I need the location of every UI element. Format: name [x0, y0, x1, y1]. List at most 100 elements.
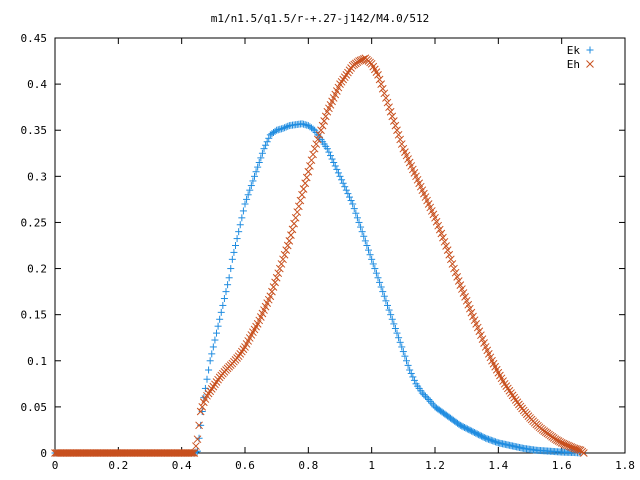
data-point [365, 246, 372, 254]
data-point [386, 107, 395, 116]
data-point [206, 357, 214, 365]
data-point [203, 375, 211, 383]
y-tick-label: 0.45 [21, 32, 48, 45]
data-point [306, 162, 314, 170]
data-point [434, 221, 443, 230]
data-point [325, 148, 333, 156]
data-point [317, 126, 325, 135]
chart-title: m1/n1.5/q1.5/r-+.27-j142/M4.0/512 [211, 12, 430, 25]
data-point [346, 193, 353, 201]
data-point [507, 389, 515, 397]
data-point [338, 176, 346, 184]
data-point [284, 122, 292, 130]
data-point [379, 288, 387, 296]
data-point [508, 391, 517, 400]
data-point [190, 449, 199, 457]
data-point [301, 179, 310, 188]
series-eh [51, 54, 588, 457]
data-point [336, 172, 344, 180]
data-point [224, 281, 232, 289]
data-point [234, 352, 243, 361]
data-point [195, 421, 203, 430]
data-point [227, 265, 235, 273]
data-point [258, 149, 266, 157]
data-point [309, 150, 317, 159]
y-tick-label: 0.4 [27, 78, 47, 91]
data-point [403, 357, 410, 365]
y-tick-label: 0.1 [27, 355, 47, 368]
data-point [333, 165, 341, 173]
data-point [377, 283, 385, 291]
data-point [388, 112, 397, 121]
data-point [206, 387, 215, 396]
data-point [304, 167, 313, 176]
data-point [378, 84, 387, 93]
data-point [287, 231, 295, 239]
data-point [291, 213, 300, 222]
data-point [375, 75, 384, 84]
data-point [422, 392, 429, 400]
data-point [340, 73, 349, 82]
data-point [302, 173, 311, 182]
data-point [500, 379, 509, 388]
data-point [350, 205, 358, 213]
data-point [318, 121, 327, 130]
data-point [391, 325, 399, 332]
data-point [239, 345, 248, 354]
data-point [453, 273, 462, 281]
data-point [275, 264, 284, 273]
data-point [437, 229, 446, 238]
data-point [235, 228, 243, 236]
data-point [274, 269, 283, 278]
data-point [448, 260, 457, 268]
data-point [203, 391, 211, 400]
data-point [393, 329, 401, 337]
y-axis: 0 0.05 0.1 0.15 0.2 0.25 0.3 0.35 0.4 0.45 [21, 32, 625, 460]
data-point [345, 66, 354, 75]
data-point [254, 163, 262, 171]
data-point [266, 292, 275, 301]
data-point [247, 182, 255, 190]
data-point [269, 283, 278, 291]
data-point [352, 209, 360, 217]
data-point [366, 251, 374, 259]
data-point [211, 336, 219, 344]
data-point [431, 213, 439, 222]
x-tick-label: 1.4 [488, 459, 508, 472]
data-point [439, 233, 447, 242]
data-point [478, 335, 487, 343]
data-point [423, 394, 431, 402]
data-point [230, 248, 238, 256]
data-point [342, 186, 350, 194]
data-point [321, 112, 330, 121]
data-point [294, 202, 303, 211]
data-point [579, 449, 588, 457]
x-axis: 0 0.2 0.4 0.6 0.8 1 1.2 1.4 1.6 1.8 [52, 38, 635, 472]
data-point [279, 124, 287, 132]
data-point [260, 145, 268, 153]
data-point [445, 250, 454, 259]
data-point [285, 237, 294, 245]
data-point [243, 195, 251, 203]
data-point [298, 190, 306, 199]
x-tick-label: 1.2 [425, 459, 445, 472]
data-point [288, 225, 297, 234]
plot-border [54, 37, 626, 454]
data-point [387, 311, 395, 319]
data-point [360, 232, 368, 240]
data-point [376, 278, 384, 286]
data-point [228, 255, 236, 263]
data-point [196, 407, 205, 416]
y-tick-label: 0.35 [21, 124, 48, 137]
data-point [232, 242, 239, 249]
data-point [464, 300, 473, 309]
data-point [268, 287, 276, 296]
legend-label-ek: Ek [567, 44, 581, 57]
data-point [207, 385, 216, 393]
data-point [222, 288, 230, 296]
data-point [368, 255, 376, 263]
data-point [380, 89, 389, 98]
data-point [462, 296, 471, 305]
data-point [320, 117, 329, 125]
